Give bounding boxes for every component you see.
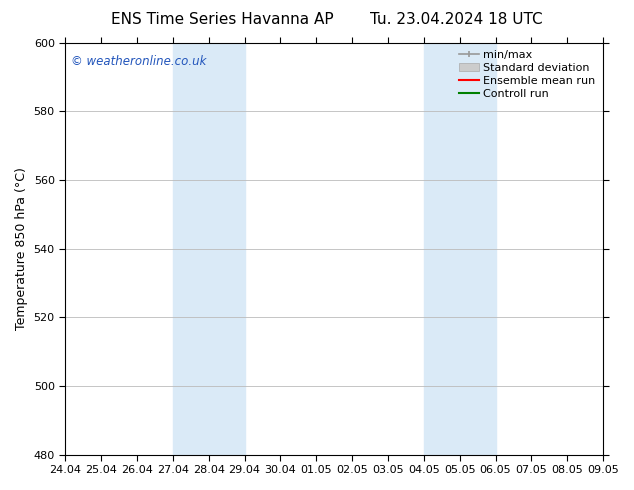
Text: © weatheronline.co.uk: © weatheronline.co.uk: [70, 55, 206, 68]
Y-axis label: Temperature 850 hPa (°C): Temperature 850 hPa (°C): [15, 167, 28, 330]
Text: ENS Time Series Havanna AP: ENS Time Series Havanna AP: [110, 12, 333, 27]
Text: Tu. 23.04.2024 18 UTC: Tu. 23.04.2024 18 UTC: [370, 12, 543, 27]
Legend: min/max, Standard deviation, Ensemble mean run, Controll run: min/max, Standard deviation, Ensemble me…: [454, 46, 600, 103]
Bar: [424, 43, 496, 455]
Bar: [173, 43, 245, 455]
